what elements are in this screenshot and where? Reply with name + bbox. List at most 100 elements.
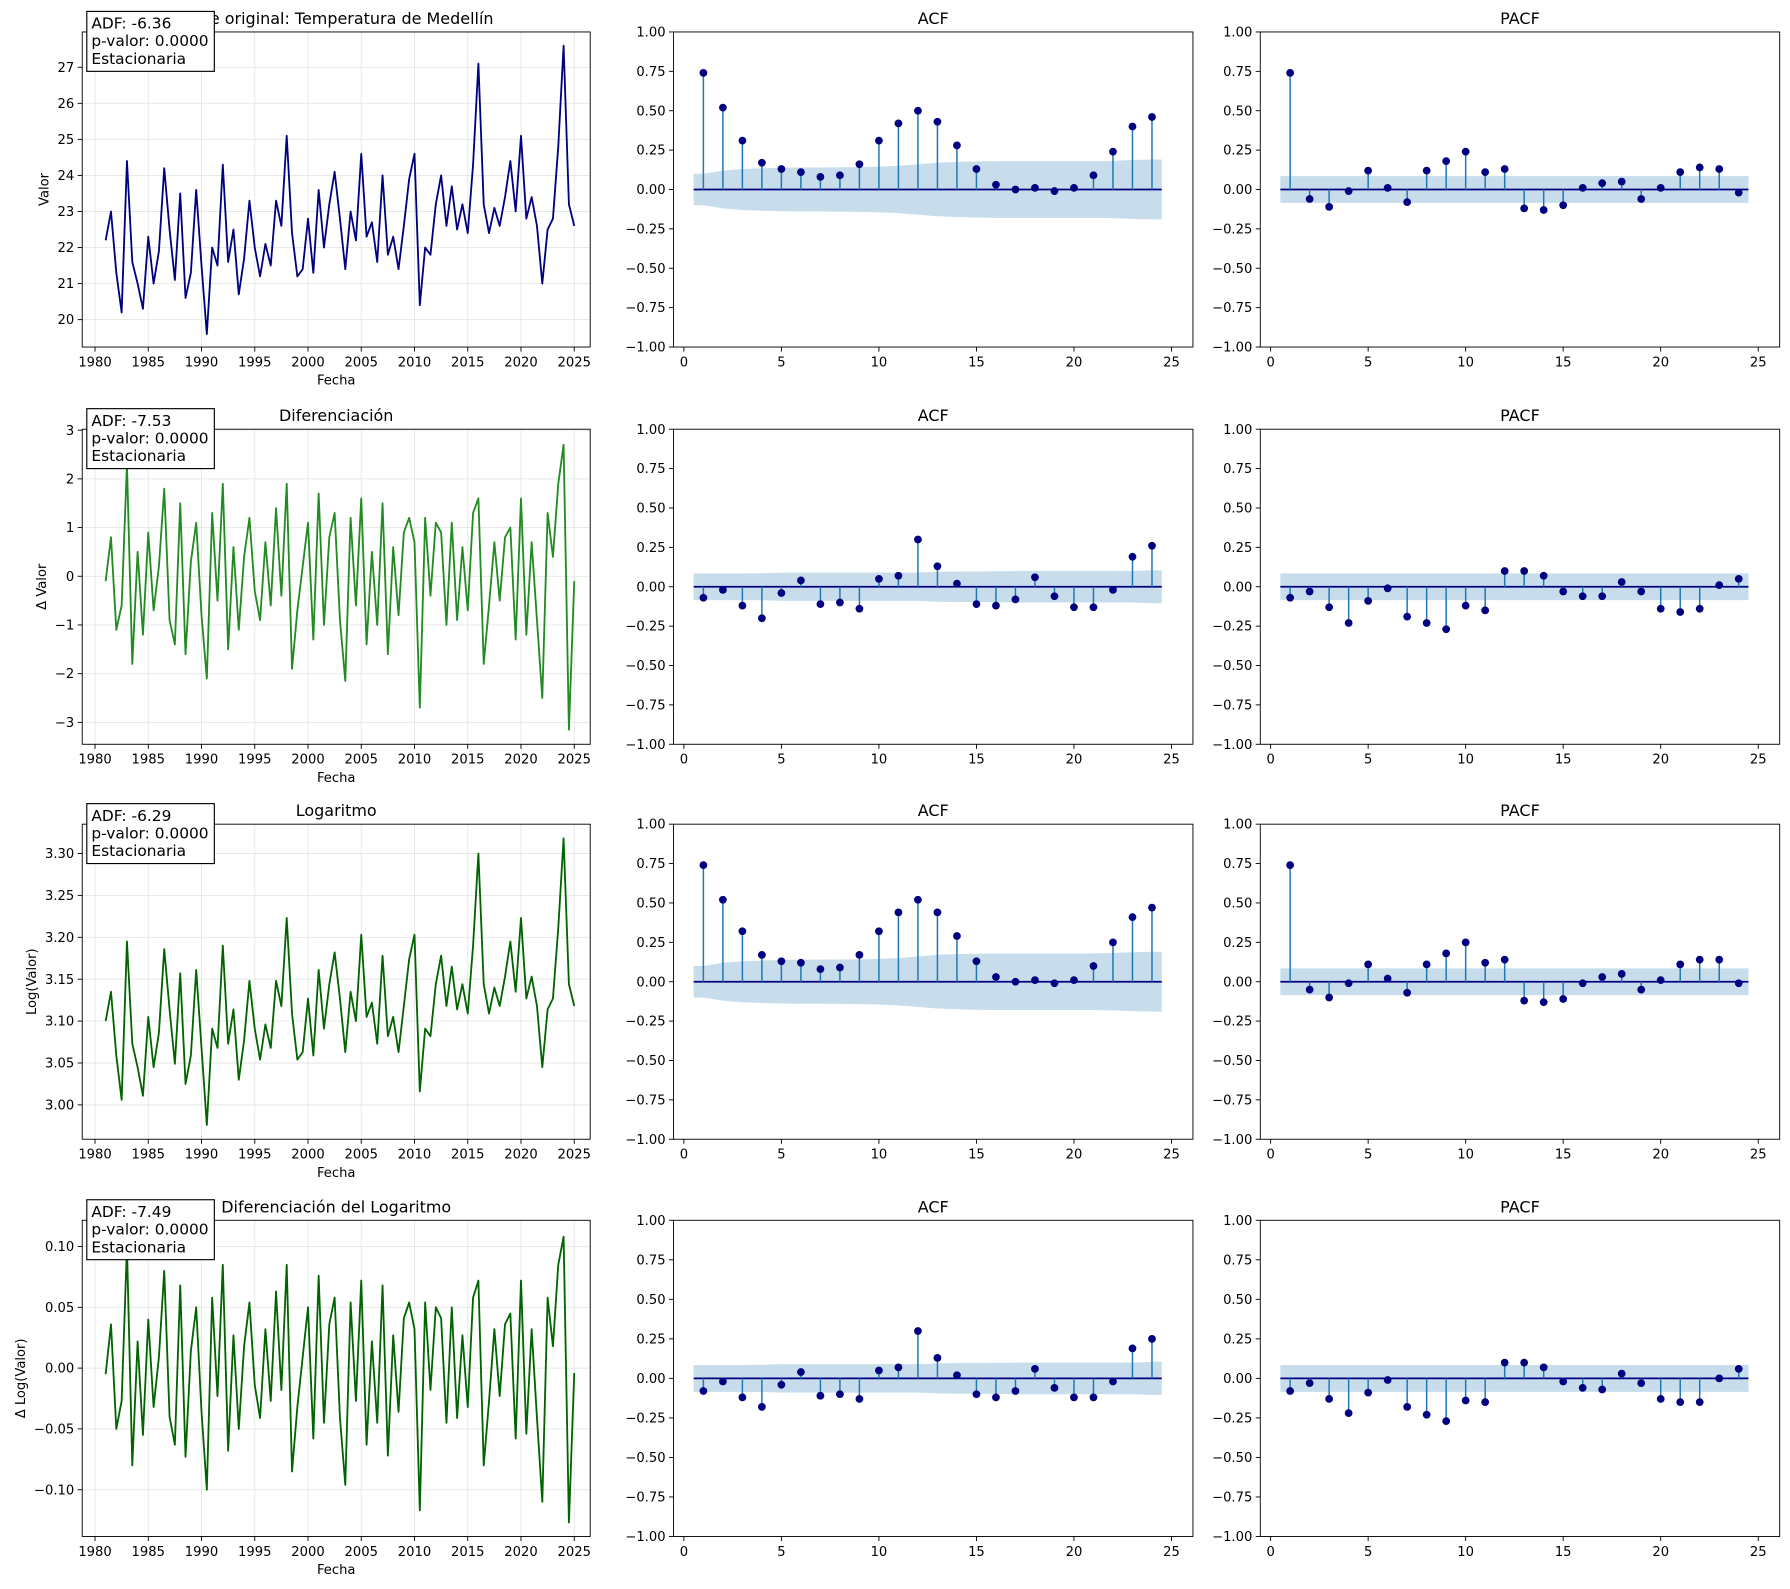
y-tick-label: −1.00: [625, 1133, 665, 1148]
y-tick-label: 1.00: [636, 26, 665, 41]
series-line: [104, 44, 576, 335]
y-tick-label: 0.25: [636, 541, 665, 556]
stem-marker: [719, 1377, 727, 1386]
x-tick-label: 10: [1457, 1545, 1474, 1560]
stem-marker: [1656, 976, 1665, 985]
x-tick-label: 25: [1750, 753, 1767, 768]
y-tick-label: −0.50: [625, 262, 665, 277]
stem-marker: [1148, 113, 1156, 121]
stem-marker: [1559, 1377, 1568, 1386]
axes-frame: [673, 428, 1194, 745]
y-tick-label: 3.10: [45, 1015, 74, 1030]
chart-title: PACF: [1500, 406, 1540, 425]
x-tick-label: 2025: [558, 355, 591, 370]
x-tick-label: 20: [1652, 355, 1669, 370]
stem-marker: [836, 1390, 844, 1399]
x-tick-label: 5: [777, 1545, 785, 1560]
y-tick-label: 22: [58, 241, 75, 256]
subplot: 0 5 10 15 20 25 −1.00 −0.75 −0.50 −0.25 0.00 0.25 0.…: [625, 1197, 1194, 1560]
stem-marker: [1481, 606, 1490, 615]
x-tick-label: 2010: [398, 1545, 431, 1560]
x-tick-label: 2005: [345, 355, 378, 370]
y-tick-label: 0.00: [636, 580, 665, 595]
stem-marker: [933, 1353, 942, 1362]
y-tick-label: 1.00: [636, 1214, 665, 1229]
stem-marker: [992, 1393, 1000, 1402]
stem-marker: [1676, 1398, 1685, 1406]
y-tick-label: 3.30: [45, 847, 74, 862]
stem-marker: [1364, 960, 1373, 969]
x-tick-label: 2015: [451, 1545, 484, 1560]
x-tick-label: 2020: [504, 753, 537, 768]
stem-marker: [1344, 187, 1353, 195]
y-tick-label: −0.75: [1212, 301, 1252, 316]
y-tick-label: 0.00: [1223, 975, 1252, 990]
stem-marker: [1128, 122, 1137, 131]
y-tick-label: −0.75: [1212, 1093, 1252, 1108]
subplot: 1980 1985 1990 1995 2000 2005 2010 2015 2020 2025…: [14, 1197, 591, 1578]
x-tick-label: 1985: [132, 753, 165, 768]
y-tick-label: 20: [58, 313, 75, 328]
x-tick-label: 15: [968, 1148, 985, 1163]
x-tick-label: 20: [1066, 1545, 1083, 1560]
chart-title: ACF: [918, 406, 949, 425]
axes-frame: [1259, 1219, 1781, 1537]
y-tick-label: −1.00: [625, 738, 665, 753]
annotation-text: ADF: -7.53: [91, 412, 171, 430]
stem-marker: [777, 1380, 786, 1389]
stem-marker: [836, 171, 844, 180]
stem-marker: [1559, 995, 1568, 1003]
y-tick-label: −0.50: [1212, 1054, 1252, 1069]
y-tick-label: −0.75: [625, 1491, 665, 1506]
annotation-text: ADF: -6.29: [91, 807, 171, 825]
stem-marker: [1598, 179, 1607, 188]
axes-frame: [1259, 428, 1781, 745]
annotation-text: ADF: -7.49: [91, 1203, 171, 1221]
stem-marker: [1481, 958, 1490, 967]
stem-marker: [1070, 976, 1078, 985]
y-tick-label: 0.25: [636, 144, 665, 159]
stem-marker: [1050, 979, 1059, 988]
stem-marker: [1539, 206, 1548, 214]
chart-title: PACF: [1500, 801, 1540, 820]
x-tick-label: 2000: [291, 1148, 324, 1163]
x-tick-label: 1980: [78, 1148, 111, 1163]
y-tick-label: 1.00: [1223, 423, 1252, 438]
stem-marker: [1578, 184, 1587, 192]
y-tick-label: 0.25: [636, 936, 665, 951]
x-tick-label: 2010: [398, 753, 431, 768]
y-tick-label: 0.25: [1223, 541, 1252, 556]
stem-marker: [1089, 962, 1098, 970]
stem-marker: [1325, 603, 1334, 612]
stem-marker: [1109, 938, 1117, 947]
annotation-text: p-valor: 0.0000: [91, 32, 208, 50]
y-tick-label: −2: [55, 667, 74, 682]
y-tick-label: −1.00: [625, 1530, 665, 1545]
axes-frame: [81, 823, 591, 1140]
stem-marker: [953, 932, 961, 940]
stem-marker: [758, 1402, 766, 1411]
stem-marker: [1676, 168, 1685, 177]
stem-marker: [914, 535, 922, 544]
x-tick-label: 5: [1364, 1148, 1372, 1163]
stem-marker: [1715, 1374, 1724, 1383]
annotation-box: [86, 803, 215, 865]
y-tick-label: 0.75: [636, 1253, 665, 1268]
stem-marker: [1715, 581, 1724, 590]
subplot: 0 5 10 15 20 25 −1.00 −0.75 −0.50 −0.25 0.00 0.25 0.…: [625, 801, 1194, 1163]
x-tick-label: 2015: [451, 753, 484, 768]
stem-marker: [914, 106, 922, 115]
x-tick-label: 10: [871, 1545, 888, 1560]
stem-marker: [953, 579, 961, 588]
y-tick-label: 0.75: [1223, 857, 1252, 872]
y-tick-label: −0.50: [625, 659, 665, 674]
y-tick-label: 3: [66, 424, 74, 439]
y-tick-label: −0.50: [1212, 262, 1252, 277]
stem-marker: [1148, 541, 1156, 550]
stem-marker: [1617, 969, 1626, 978]
x-tick-label: 5: [1364, 355, 1372, 370]
x-tick-label: 2015: [451, 355, 484, 370]
stem-marker: [875, 927, 883, 936]
stem-marker: [1286, 1387, 1295, 1395]
